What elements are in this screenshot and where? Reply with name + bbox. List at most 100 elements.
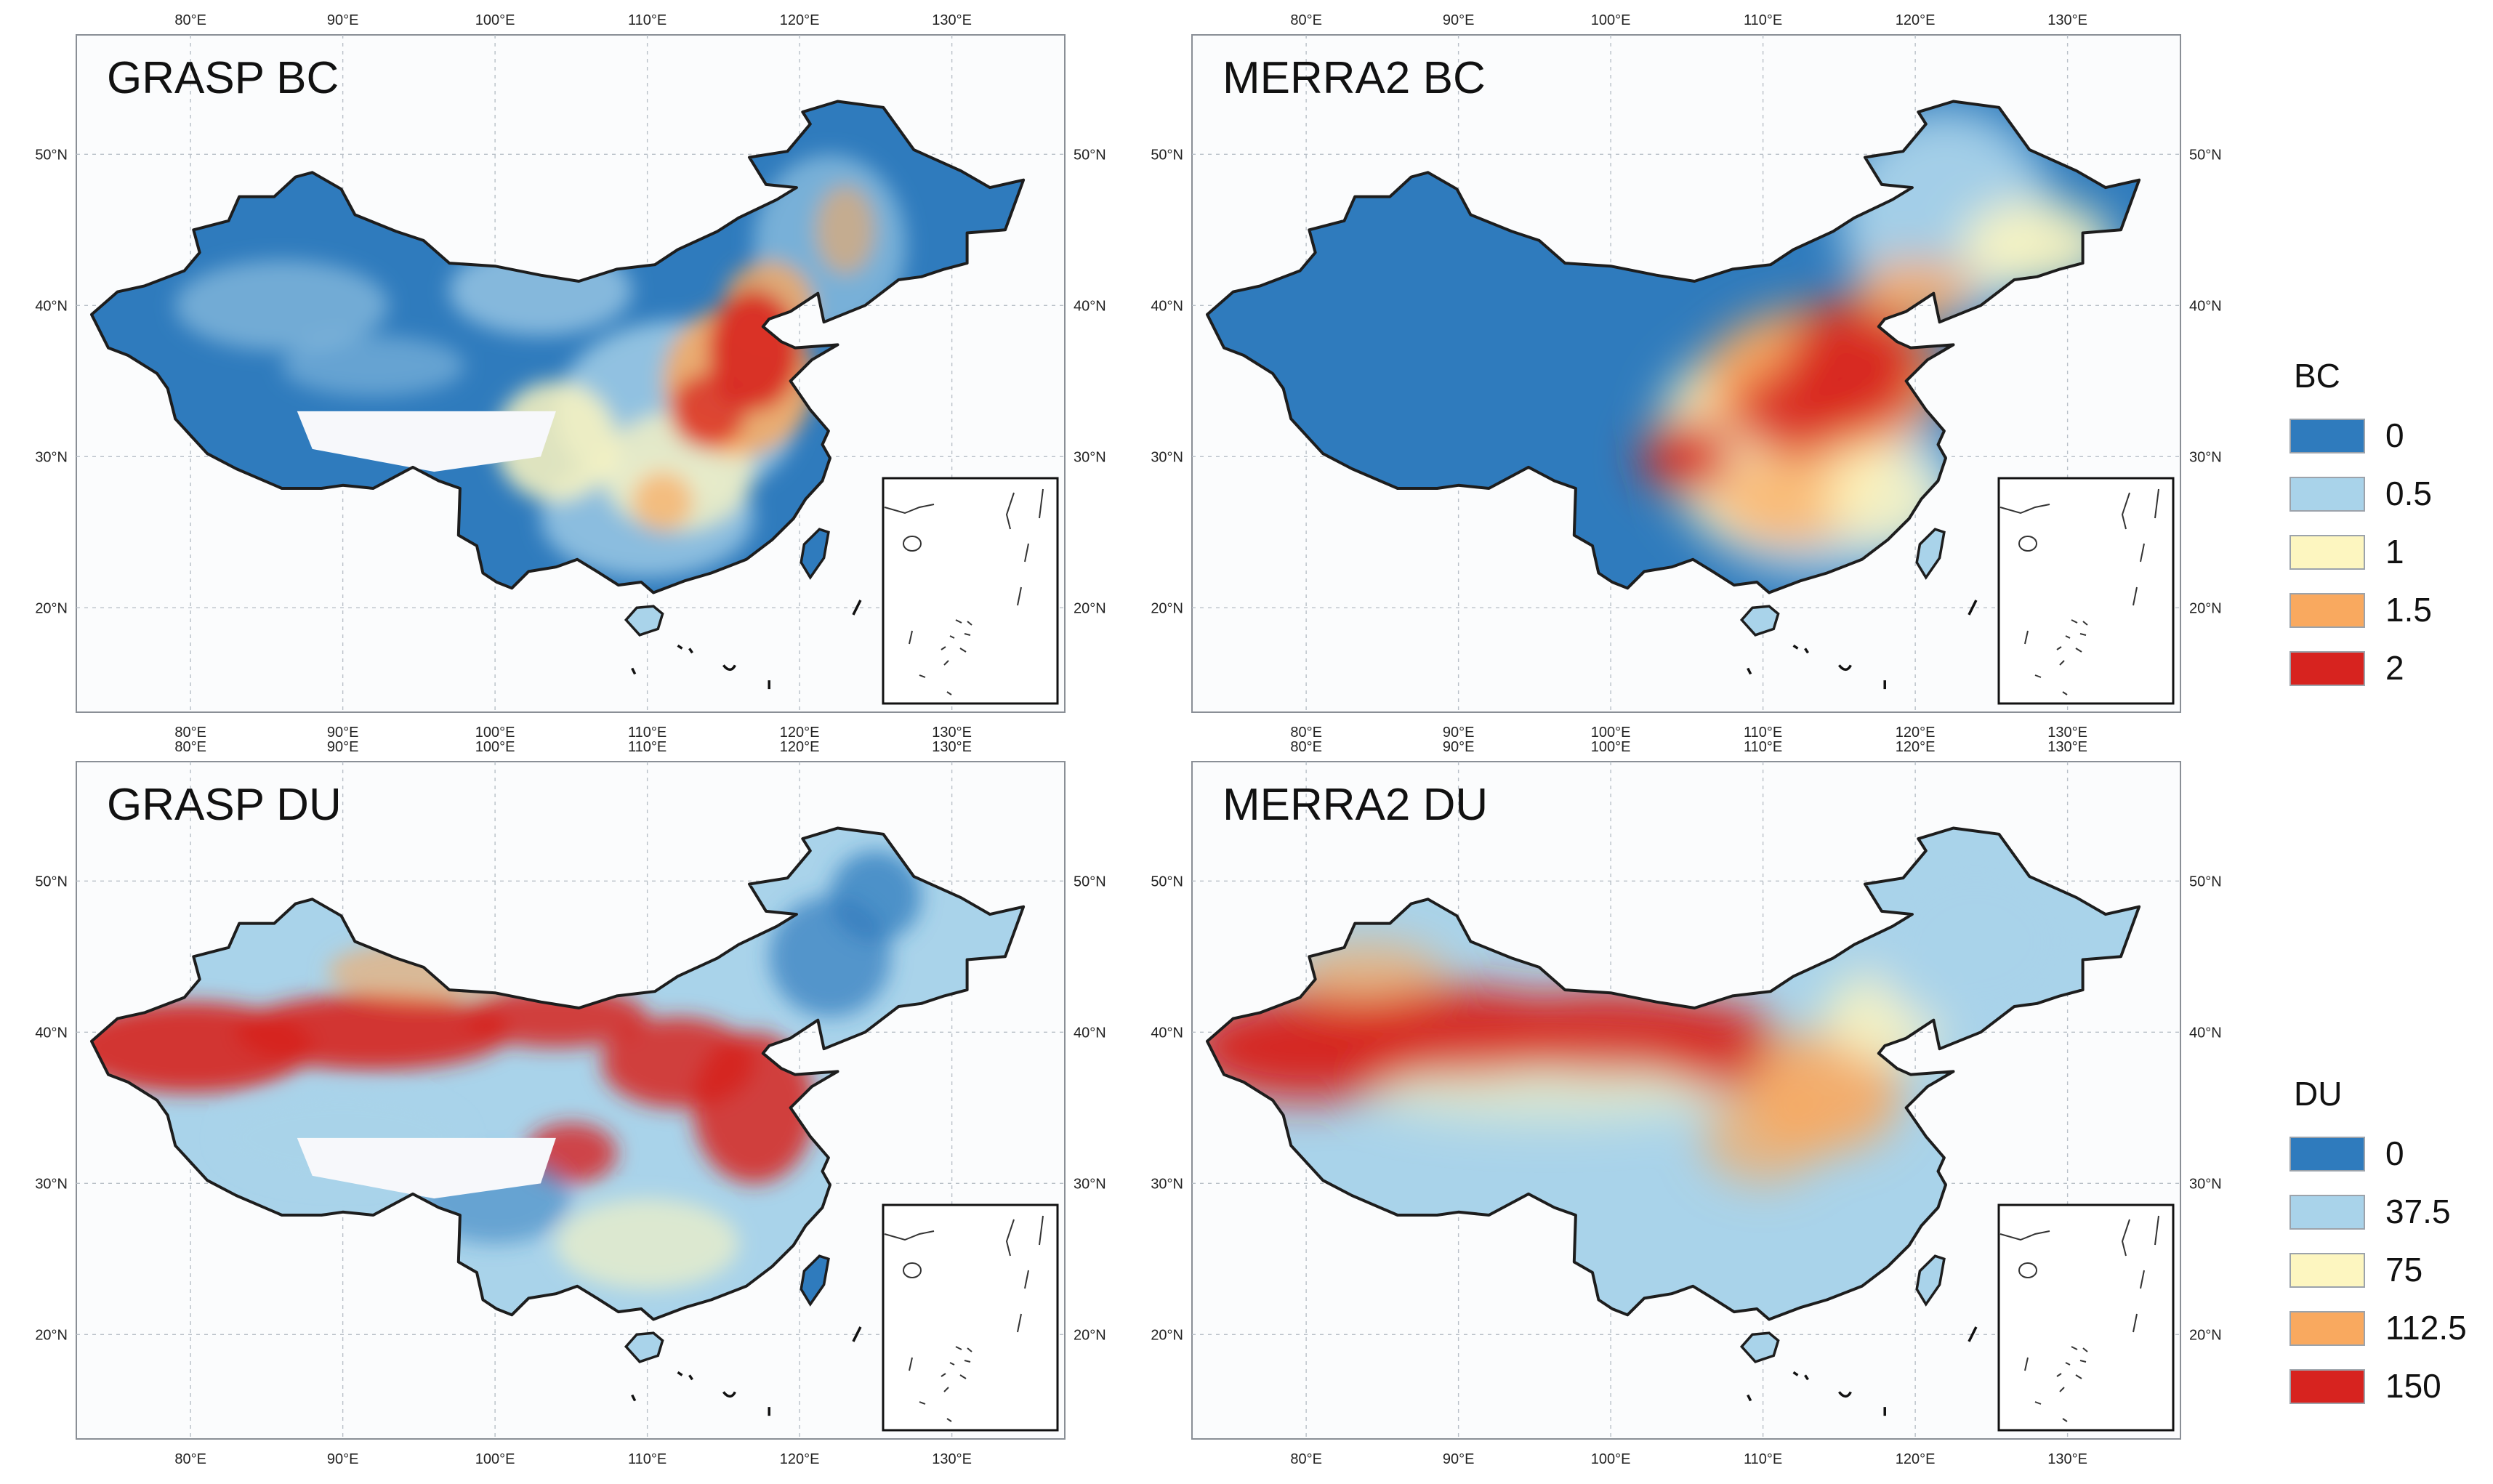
- lat-tick-label-left: 40°N: [35, 1025, 68, 1041]
- lon-tick-label-bottom: 80°E: [1290, 725, 1322, 741]
- legend-bc-value: 2: [2385, 649, 2404, 687]
- legend-bc: BC 0 0.5 1 1.5 2: [2289, 356, 2478, 705]
- lat-tick-label-left: 50°N: [35, 874, 68, 890]
- no-data-region: [297, 1137, 556, 1199]
- lon-tick-label-top: 90°E: [327, 12, 359, 28]
- legend-du-item: 75: [2289, 1249, 2478, 1292]
- legend-du-value: 0: [2385, 1134, 2404, 1172]
- lon-tick-label-bottom: 90°E: [1443, 725, 1475, 741]
- concentration-blob: [632, 472, 693, 533]
- lat-tick-label-left: 20°N: [35, 1327, 68, 1343]
- lat-tick-label-left: 30°N: [1151, 449, 1183, 465]
- legend-bc-swatch: [2289, 477, 2365, 512]
- lon-tick-label-top: 80°E: [174, 12, 206, 28]
- lon-tick-label-bottom: 90°E: [1443, 1451, 1475, 1467]
- legend-du-item: 37.5: [2289, 1190, 2478, 1234]
- legend-bc-swatch: [2289, 419, 2365, 453]
- taiwan-island: [1915, 1254, 1946, 1307]
- lon-tick-label-bottom: 90°E: [327, 1451, 359, 1467]
- lat-tick-label-right: 50°N: [2189, 147, 2222, 163]
- lon-tick-label-bottom: 110°E: [628, 1451, 666, 1467]
- lon-tick-label-bottom: 110°E: [628, 725, 666, 741]
- inset-island: [2018, 1262, 2037, 1278]
- legend-du-swatch: [2289, 1195, 2365, 1230]
- concentration-blob: [1656, 1001, 1779, 1093]
- inset-island-cluster: [909, 1346, 972, 1422]
- taiwan-island: [800, 1254, 830, 1307]
- inset-box: [882, 1203, 1059, 1432]
- lon-tick-label-bottom: 100°E: [1591, 1451, 1631, 1467]
- lon-tick-label-top: 100°E: [475, 739, 515, 755]
- legend-du-item: 0: [2289, 1132, 2478, 1176]
- hainan-island: [1739, 605, 1780, 637]
- lon-tick-label-top: 100°E: [475, 12, 515, 28]
- taiwan-island: [800, 528, 830, 580]
- china-border: [1206, 100, 2141, 594]
- concentration-blob: [815, 184, 876, 275]
- lat-tick-label-right: 50°N: [2189, 874, 2222, 890]
- lon-tick-label-bottom: 100°E: [475, 725, 515, 741]
- lon-tick-label-top: 110°E: [628, 12, 666, 28]
- south-sea-dashes: [631, 600, 862, 690]
- lon-tick-label-top: 130°E: [932, 739, 972, 755]
- legend-bc-value: 1: [2385, 533, 2404, 570]
- inset-island-cluster: [909, 619, 972, 695]
- legend-bc-value: 0.5: [2385, 475, 2432, 512]
- lat-tick-label-right: 20°N: [1074, 600, 1106, 616]
- lat-tick-label-right: 20°N: [2189, 600, 2222, 616]
- taiwan-island: [1915, 528, 1946, 580]
- inset-island: [903, 536, 922, 552]
- lon-tick-label-bottom: 80°E: [1290, 1451, 1322, 1467]
- lat-tick-label-left: 20°N: [35, 600, 68, 616]
- inset-box: [1997, 477, 2175, 705]
- concentration-layer: [1641, 108, 2114, 578]
- lon-tick-label-top: 130°E: [932, 12, 972, 28]
- lon-tick-label-bottom: 130°E: [2047, 725, 2087, 741]
- china-border: [90, 100, 1026, 594]
- legend-du-swatch: [2289, 1311, 2365, 1346]
- lon-tick-label-bottom: 80°E: [174, 725, 206, 741]
- concentration-blob: [1366, 1062, 1733, 1124]
- lon-tick-label-top: 80°E: [1290, 739, 1322, 755]
- lon-tick-label-top: 120°E: [1896, 739, 1936, 755]
- legend-bc-item: 1.5: [2289, 589, 2478, 632]
- lon-tick-label-bottom: 130°E: [2047, 1451, 2087, 1467]
- lon-tick-label-top: 130°E: [2047, 739, 2087, 755]
- concentration-blob: [281, 335, 465, 397]
- lon-tick-label-top: 100°E: [1591, 739, 1631, 755]
- lon-tick-label-bottom: 100°E: [475, 1451, 515, 1467]
- lon-tick-label-bottom: 120°E: [1896, 1451, 1936, 1467]
- lon-tick-label-bottom: 100°E: [1591, 725, 1631, 741]
- lon-tick-label-top: 80°E: [1290, 12, 1322, 28]
- inset-sea-line: [2132, 488, 2159, 606]
- lat-tick-label-right: 40°N: [2189, 298, 2222, 314]
- lat-tick-label-right: 30°N: [2189, 449, 2222, 465]
- concentration-layer: [1207, 850, 2083, 1184]
- lat-tick-label-left: 20°N: [1151, 600, 1183, 616]
- legend-bc-value: 1.5: [2385, 591, 2432, 629]
- lat-tick-label-right: 20°N: [2189, 1327, 2222, 1343]
- hainan-island: [624, 1331, 664, 1363]
- legend-du-item: 150: [2289, 1365, 2478, 1408]
- inset-island-cluster: [2024, 1346, 2088, 1422]
- inset-island: [2018, 536, 2037, 552]
- legend-du-swatch: [2289, 1137, 2365, 1172]
- map-svg-merra2-du: 80°E 80°E 90°E 90°E 100°E 100°E 110°E 110°E 120°…: [1151, 739, 2221, 1467]
- lat-tick-label-left: 40°N: [1151, 1025, 1183, 1041]
- concentration-blob: [1732, 366, 1855, 457]
- lon-tick-label-bottom: 120°E: [1896, 725, 1936, 741]
- aerosol-field: [92, 101, 1024, 593]
- south-sea-dashes: [631, 1326, 862, 1416]
- china-border: [1206, 826, 2141, 1321]
- lat-tick-label-right: 30°N: [1074, 449, 1106, 465]
- south-sea-dashes: [1747, 1326, 1978, 1416]
- legend-du: DU 0 37.5 75 112.5 150: [2289, 1074, 2493, 1423]
- legend-bc-swatch: [2289, 535, 2365, 570]
- lat-tick-label-right: 50°N: [1074, 147, 1106, 163]
- hainan-island: [1739, 1331, 1780, 1363]
- inset-coastline: [884, 504, 935, 515]
- concentration-blob: [1641, 419, 1733, 495]
- lon-tick-label-bottom: 110°E: [1744, 1451, 1782, 1467]
- lon-tick-label-bottom: 120°E: [780, 1451, 820, 1467]
- concentration-blob: [670, 373, 746, 449]
